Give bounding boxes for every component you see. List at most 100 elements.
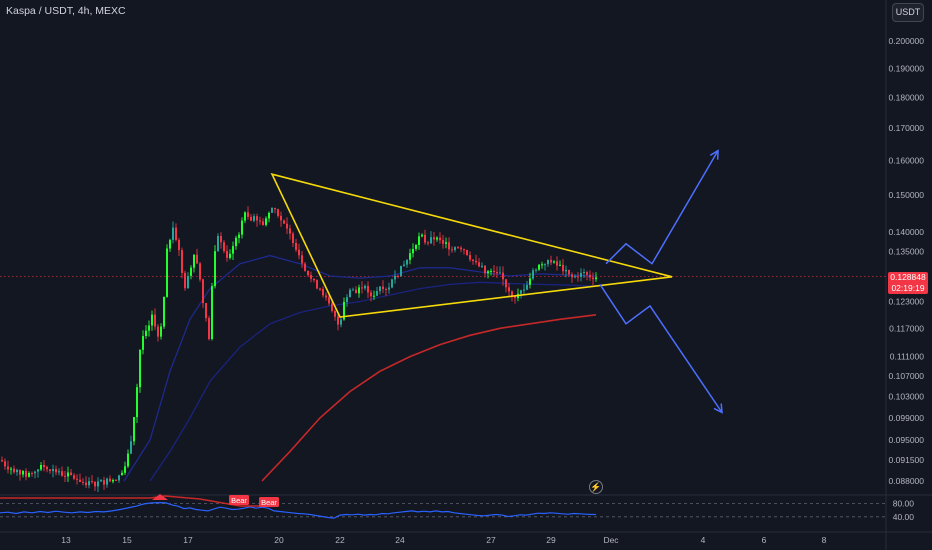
candle-body — [217, 236, 219, 252]
candle-body — [175, 227, 177, 240]
candle-body — [442, 240, 444, 244]
candle-body — [424, 234, 426, 243]
x-tick-label: Dec — [603, 535, 619, 545]
candle-body — [469, 255, 471, 260]
candle-body — [166, 248, 168, 297]
candle-body — [40, 465, 42, 470]
candle-body — [484, 265, 486, 274]
candle-body — [277, 209, 279, 216]
candle-body — [535, 269, 537, 271]
candle-body — [19, 469, 21, 475]
candle-body — [436, 237, 438, 240]
candle-body — [553, 261, 555, 263]
rsi-tick-label: 80.00 — [893, 499, 915, 509]
candle-body — [103, 480, 105, 485]
candle-body — [475, 260, 477, 263]
candle-body — [10, 468, 12, 470]
candle-body — [112, 480, 114, 482]
candle-body — [280, 215, 282, 221]
candle-body — [565, 269, 567, 272]
currency-button[interactable]: USDT — [892, 3, 924, 22]
candle-body — [301, 255, 303, 264]
candle-body — [373, 295, 375, 297]
candle-body — [196, 254, 198, 264]
y-tick-label: 0.099000 — [889, 413, 925, 423]
candle-body — [589, 274, 591, 278]
candle-body — [244, 212, 246, 221]
candle-body — [151, 314, 153, 326]
candle-body — [418, 236, 420, 245]
candle-body — [274, 207, 276, 210]
bear-marker — [152, 494, 168, 500]
candle-body — [529, 278, 531, 285]
candle-body — [265, 218, 267, 225]
bear-label-box — [229, 495, 249, 505]
candle-body — [88, 481, 90, 486]
candle-body — [304, 263, 306, 271]
y-tick-label: 0.107000 — [889, 371, 925, 381]
candle-body — [4, 461, 6, 467]
candle-body — [592, 277, 594, 280]
y-tick-label: 0.135000 — [889, 247, 925, 257]
candle-body — [298, 249, 300, 256]
candle-body — [346, 297, 348, 302]
candle-body — [511, 291, 513, 297]
bear-label: Bear — [259, 497, 279, 507]
candle-body — [457, 247, 459, 249]
candle-body — [13, 468, 15, 473]
candle-body — [550, 259, 552, 263]
y-tick-label: 0.091500 — [889, 455, 925, 465]
candle-body — [355, 289, 357, 294]
candle-body — [322, 289, 324, 296]
candle-body — [28, 473, 30, 477]
candle-body — [427, 242, 429, 244]
candle-body — [376, 291, 378, 296]
candle-body — [208, 318, 210, 339]
y-tick-label: 0.170000 — [889, 123, 925, 133]
projection-up-arrow-head — [709, 149, 719, 160]
y-tick-label: 0.111000 — [890, 352, 924, 362]
candle-body — [184, 272, 186, 289]
y-tick-label: 0.095000 — [889, 435, 925, 445]
candle-body — [319, 288, 321, 290]
lightning-icon[interactable]: ⚡ — [589, 480, 603, 494]
x-tick-label: 17 — [183, 535, 193, 545]
candle-body — [526, 284, 528, 290]
bear-label-box — [259, 497, 279, 507]
candle-body — [82, 482, 84, 483]
candle-body — [283, 220, 285, 224]
candle-body — [52, 469, 54, 472]
candle-body — [67, 472, 69, 477]
candle-body — [448, 242, 450, 250]
candle-body — [574, 276, 576, 278]
candle-body — [214, 251, 216, 287]
candle-body — [409, 253, 411, 260]
candle-body — [163, 296, 165, 327]
candle-body — [79, 479, 81, 482]
candle-body — [331, 303, 333, 311]
candle-body — [118, 475, 120, 481]
candle-body — [106, 478, 108, 485]
y-tick-label: 0.180000 — [889, 92, 925, 102]
candle-body — [520, 290, 522, 294]
projection-down-arrow-path — [599, 283, 723, 413]
candle-body — [121, 472, 123, 476]
candle-body — [307, 270, 309, 276]
candle-body — [133, 417, 135, 442]
candle-body — [379, 286, 381, 292]
candle-body — [577, 276, 579, 278]
candle-body — [385, 289, 387, 290]
candle-body — [145, 330, 147, 336]
candle-body — [403, 264, 405, 266]
candle-body — [205, 303, 207, 319]
candle-body — [130, 441, 132, 454]
symmetrical-triangle — [270, 173, 673, 318]
candle-body — [568, 269, 570, 275]
candle-body — [370, 292, 372, 297]
y-tick-label: 0.200000 — [889, 36, 925, 46]
candle-body — [514, 296, 516, 299]
candle-body — [55, 469, 57, 473]
bear-label-text: Bear — [261, 498, 277, 507]
candle-body — [328, 297, 330, 304]
